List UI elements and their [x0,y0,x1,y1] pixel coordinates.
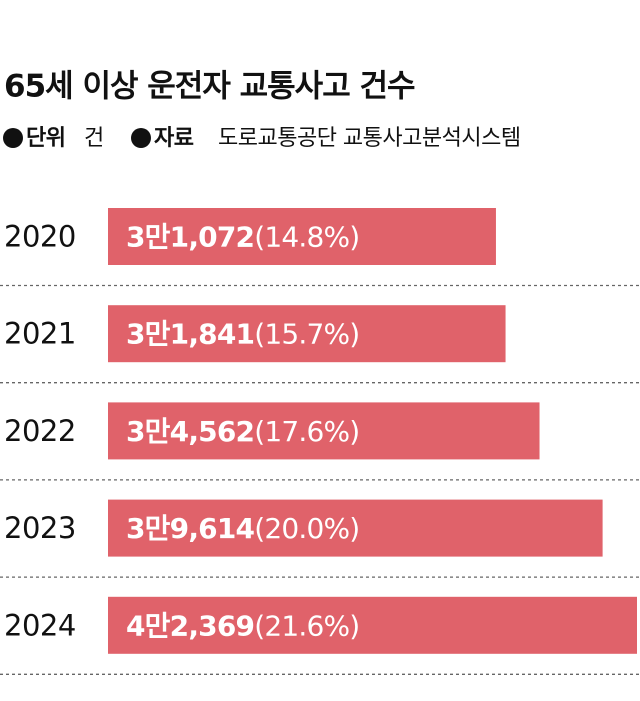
value-label: 3만1,072 [126,221,254,254]
unit-label: 단위 [26,126,65,151]
share-label: (20.0%) [254,512,359,545]
data-label: 3만1,072(14.8%) [126,221,359,254]
y-tick-label: 2024 [4,608,76,642]
value-label: 3만1,841 [126,318,254,351]
value-label: 3만9,614 [126,512,255,545]
bar [108,305,506,363]
data-label: 3만4,562(17.6%) [126,415,359,448]
y-tick-label: 2021 [4,317,76,351]
data-label: 4만2,369(21.6%) [126,609,359,642]
chart-title: 65세 이상 운전자 교통사고 건수 [4,69,415,105]
source-label: 자료 [154,126,194,151]
y-tick-label: 2022 [4,414,76,448]
bar [108,596,637,654]
source: 도로교통공단 교통사고분석시스템 [218,126,521,151]
share-label: (21.6%) [254,609,359,642]
share-label: (14.8%) [254,221,359,254]
bar [108,208,496,265]
data-label: 3만1,841(15.7%) [126,318,359,351]
share-label: (17.6%) [254,415,359,448]
data-label: 3만9,614(20.0%) [126,512,359,545]
bullet [131,128,151,148]
y-tick-label: 2023 [4,511,76,545]
bar [108,499,603,557]
share-label: (15.7%) [254,318,359,351]
unit: 건 [84,126,104,151]
value-label: 3만4,562 [126,415,254,448]
y-tick-label: 2020 [4,220,76,254]
bullet [3,128,23,148]
bar [108,402,540,460]
value-label: 4만2,369 [126,609,254,642]
